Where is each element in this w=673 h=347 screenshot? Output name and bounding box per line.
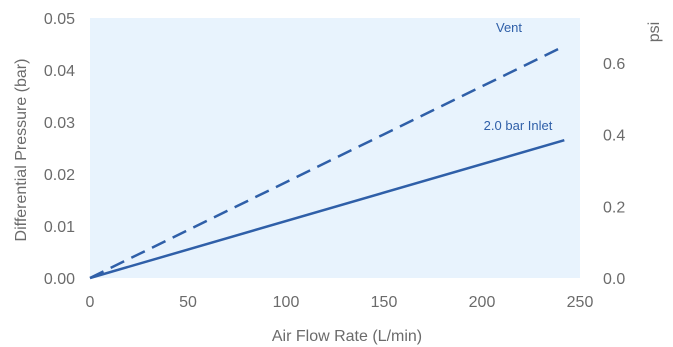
y-tick-label: 0.01: [44, 219, 75, 236]
x-tick-label: 250: [567, 294, 594, 311]
y-tick-label: 0.03: [44, 115, 75, 132]
series-line-2-0-bar-inlet: [89, 138, 565, 280]
x-tick-label: 200: [469, 294, 496, 311]
y-tick-label: 0.02: [44, 167, 75, 184]
plot-area: [90, 18, 580, 278]
x-tick-label: 50: [179, 294, 197, 311]
y2-tick-label: 0.2: [603, 199, 625, 216]
y2-axis-title: psi: [646, 22, 663, 42]
y2-tick-label: 0.6: [603, 56, 625, 73]
series-label-vent: Vent: [496, 20, 522, 35]
y-axis-title: Differential Pressure (bar): [13, 59, 30, 242]
y-tick-labels: 0.00 0.01 0.02 0.03 0.04 0.05: [44, 11, 75, 288]
x-tick-label: 100: [273, 294, 300, 311]
x-tick-label: 0: [86, 294, 95, 311]
x-tick-labels: 0 50 100 150 200 250: [86, 294, 594, 311]
y2-tick-label: 0.4: [603, 128, 625, 145]
y-tick-label: 0.04: [44, 63, 75, 80]
y2-tick-labels: 0.0 0.2 0.4 0.6: [603, 56, 625, 288]
series-lines: [89, 44, 565, 280]
series-label-inlet: 2.0 bar Inlet: [484, 118, 553, 133]
series-line-vent: [89, 44, 565, 280]
x-tick-label: 150: [371, 294, 398, 311]
y2-tick-label: 0.0: [603, 271, 625, 288]
series-labels: Vent 2.0 bar Inlet: [484, 20, 553, 133]
y-tick-label: 0.00: [44, 271, 75, 288]
x-axis-title: Air Flow Rate (L/min): [272, 328, 422, 345]
y-tick-label: 0.05: [44, 11, 75, 28]
